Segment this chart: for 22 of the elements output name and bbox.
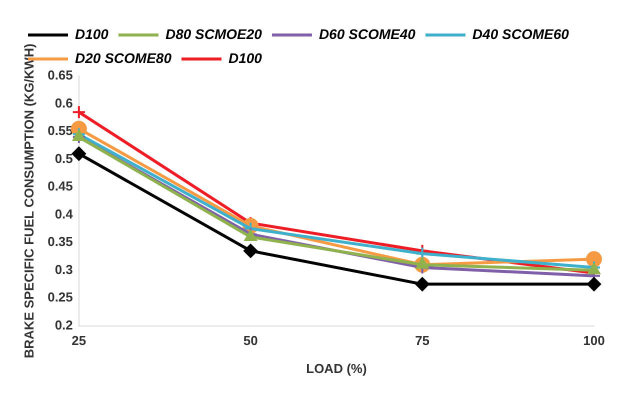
x-tick-label: 50 <box>243 333 258 348</box>
y-tick-label: 0.55 <box>48 123 73 138</box>
y-tick-label: 0.35 <box>48 234 73 250</box>
legend-label: D80 SCMOE20 <box>165 26 262 42</box>
y-tick-label: 0.65 <box>48 68 73 83</box>
y-tick-label: 0.2 <box>54 317 73 332</box>
y-tick-label: 0.25 <box>48 290 73 305</box>
y-axis-title: BRAKE SPECIFIC FUEL CONSUMPTION (KG/KWH) <box>21 44 36 358</box>
x-tick-label: 75 <box>415 333 430 348</box>
legend-label: D60 SCOME40 <box>318 26 416 42</box>
y-tick-label: 0.5 <box>54 150 73 166</box>
legend-label: D20 SCOME80 <box>75 50 172 66</box>
legend-label: D100 <box>228 50 262 66</box>
y-tick-label: 0.4 <box>54 206 74 222</box>
y-tick-label: 0.45 <box>48 178 73 194</box>
x-tick-label: 25 <box>72 333 86 348</box>
y-tick-label: 0.6 <box>54 95 73 110</box>
x-tick-label: 100 <box>583 333 605 348</box>
y-tick-label: 0.3 <box>54 262 73 277</box>
legend-label: D40 SCOME60 <box>472 26 570 42</box>
legend-label: D100 <box>75 26 109 42</box>
x-axis-title: LOAD (%) <box>306 360 367 376</box>
